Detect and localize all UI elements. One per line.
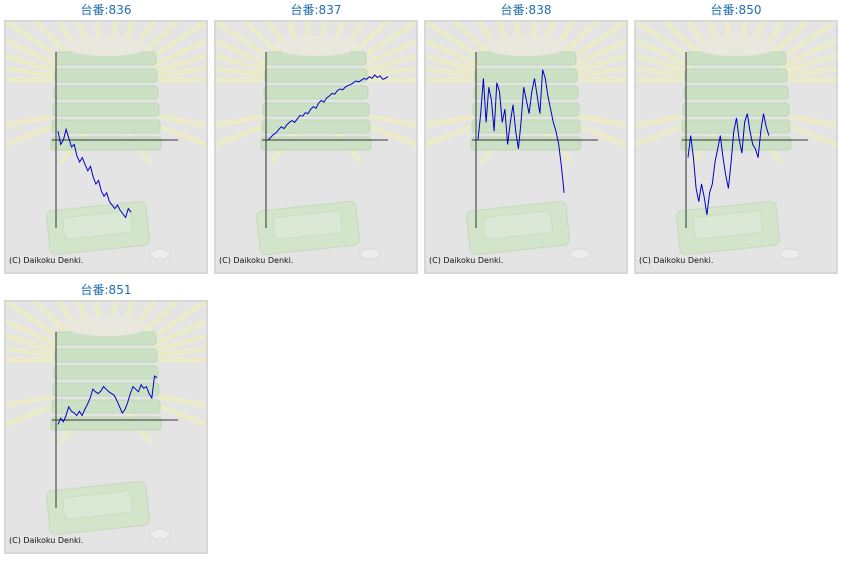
series-line — [477, 69, 565, 193]
chart-frame: (C) Daikoku Denki. — [4, 20, 208, 274]
chart-title: 台番:836 — [80, 3, 132, 17]
series-line — [687, 113, 770, 215]
copyright-text: (C) Daikoku Denki. — [429, 256, 504, 265]
chart-panel-838: 台番:838 (C) Daikoku Denki. — [424, 0, 628, 274]
line-chart — [636, 22, 836, 260]
series-line — [57, 127, 132, 219]
chart-frame: (C) Daikoku Denki. — [4, 300, 208, 554]
line-chart — [6, 302, 206, 540]
line-chart — [216, 22, 416, 260]
copyright-text: (C) Daikoku Denki. — [9, 536, 84, 545]
series-line — [57, 375, 158, 425]
chart-panel-837: 台番:837 (C) Daikoku Denki. — [214, 0, 418, 274]
chart-title: 台番:851 — [80, 283, 132, 297]
chart-title: 台番:838 — [500, 3, 552, 17]
line-chart — [426, 22, 626, 260]
chart-frame: (C) Daikoku Denki. — [214, 20, 418, 274]
chart-frame: (C) Daikoku Denki. — [634, 20, 838, 274]
background-illustration — [6, 22, 206, 260]
chart-frame: (C) Daikoku Denki. — [424, 20, 628, 274]
copyright-text: (C) Daikoku Denki. — [9, 256, 84, 265]
background-illustration — [216, 22, 416, 260]
chart-panel-851: 台番:851 (C) Daikoku Denki. — [4, 280, 208, 554]
chart-title: 台番:837 — [290, 3, 342, 17]
copyright-text: (C) Daikoku Denki. — [219, 256, 294, 265]
copyright-text: (C) Daikoku Denki. — [639, 256, 714, 265]
line-chart — [6, 22, 206, 260]
background-illustration — [426, 22, 626, 260]
series-line — [267, 74, 389, 141]
chart-panel-850: 台番:850 (C) Daikoku Denki. — [634, 0, 838, 274]
chart-panel-836: 台番:836 (C) Daikoku Denki. — [4, 0, 208, 274]
chart-title: 台番:850 — [710, 3, 762, 17]
